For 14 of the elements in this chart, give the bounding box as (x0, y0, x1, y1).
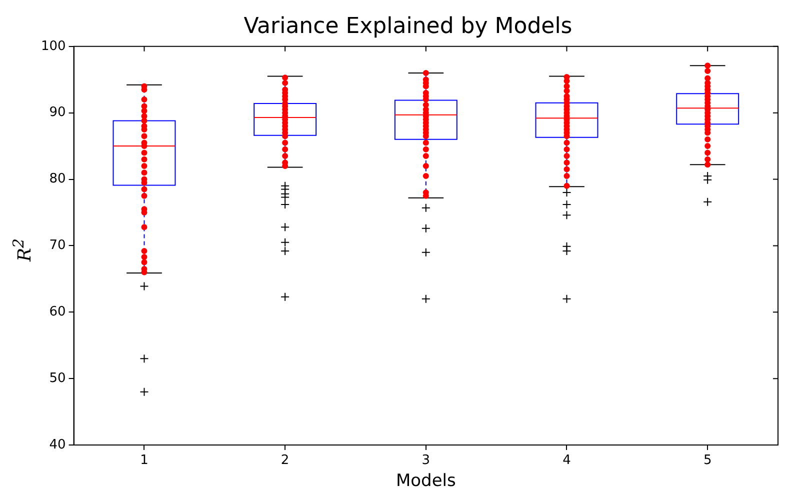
x-axis-title: Models (396, 471, 456, 492)
chart-title: Variance Explained by Models (244, 14, 572, 39)
y-tick-label: 70 (49, 238, 66, 254)
y-tick-label: 50 (49, 370, 66, 386)
x-tick-label: 1 (140, 453, 148, 468)
x-tick-label: 5 (703, 453, 712, 468)
y-tick-label: 100 (40, 38, 66, 54)
x-tick-label: 4 (562, 453, 571, 468)
x-tick-label: 3 (422, 453, 430, 468)
y-tick-label: 60 (49, 304, 66, 320)
x-tick-label: 2 (280, 453, 290, 468)
y-tick-label: 90 (49, 105, 66, 120)
y-tick-label: 80 (49, 172, 66, 187)
y-tick-label: 40 (49, 437, 66, 452)
